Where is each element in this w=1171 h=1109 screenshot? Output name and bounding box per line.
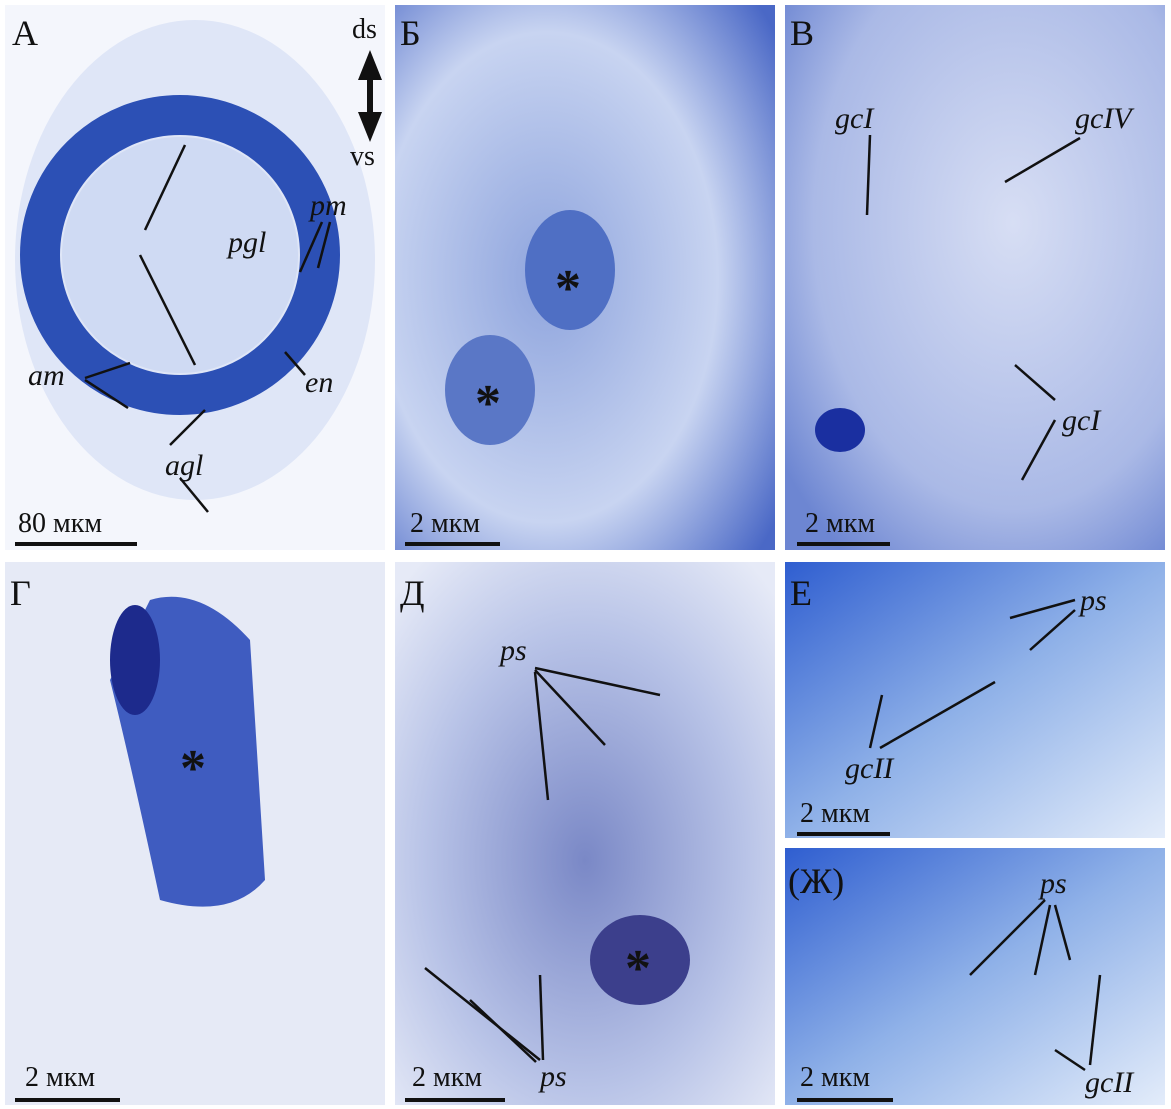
structure-label: pm (308, 189, 347, 222)
structure-label: gcIV (1075, 102, 1135, 135)
scale-bar-label: 80 мкм (18, 508, 102, 539)
nucleus (110, 605, 160, 715)
structure-label: gcI (835, 102, 875, 135)
panel-letter: Б (400, 13, 421, 53)
structure-label: gcI (1062, 404, 1102, 437)
asterisk: * (625, 940, 651, 997)
structure-label: am (28, 359, 65, 392)
scale-bar-label: 2 мкм (410, 508, 480, 539)
panel-letter: Г (10, 573, 31, 613)
panel-letter: Д (400, 573, 425, 613)
panel-letter: А (12, 13, 38, 53)
panel-letter: В (790, 13, 814, 53)
asterisk: * (180, 740, 206, 797)
panel-image (785, 5, 1165, 550)
structure-label: vs (350, 141, 375, 172)
structure-label: agl (165, 449, 203, 482)
structure-label: pgl (226, 226, 266, 259)
asterisk: * (555, 260, 581, 317)
panel-image (395, 562, 775, 1105)
scale-bar-label: 2 мкм (412, 1062, 482, 1093)
structure-label: ps (1078, 584, 1107, 617)
scale-bar-label: 2 мкм (805, 508, 875, 539)
structure-label: ps (538, 1060, 567, 1093)
scale-bar-label: 2 мкм (800, 1062, 870, 1093)
micrographs (5, 5, 1165, 1105)
structure-label: ds (352, 14, 377, 45)
structure-label: gcII (1085, 1066, 1135, 1099)
scale-bar-label: 2 мкм (25, 1062, 95, 1093)
structure-label: en (305, 366, 333, 399)
figure: А 80 мкм ds vs pgl pm am en agl Б 2 мкм * * В 2 мкм gcI… (0, 0, 1171, 1109)
structure-label: gcII (845, 752, 895, 785)
panel-image (785, 562, 1165, 838)
panel-letter: (Ж) (788, 861, 844, 901)
asterisk: * (475, 375, 501, 432)
panel-letter: Е (790, 573, 812, 613)
structure-label: ps (1038, 867, 1067, 900)
structure-label: ps (498, 634, 527, 667)
scale-bar-label: 2 мкм (800, 798, 870, 829)
cell (815, 408, 865, 452)
